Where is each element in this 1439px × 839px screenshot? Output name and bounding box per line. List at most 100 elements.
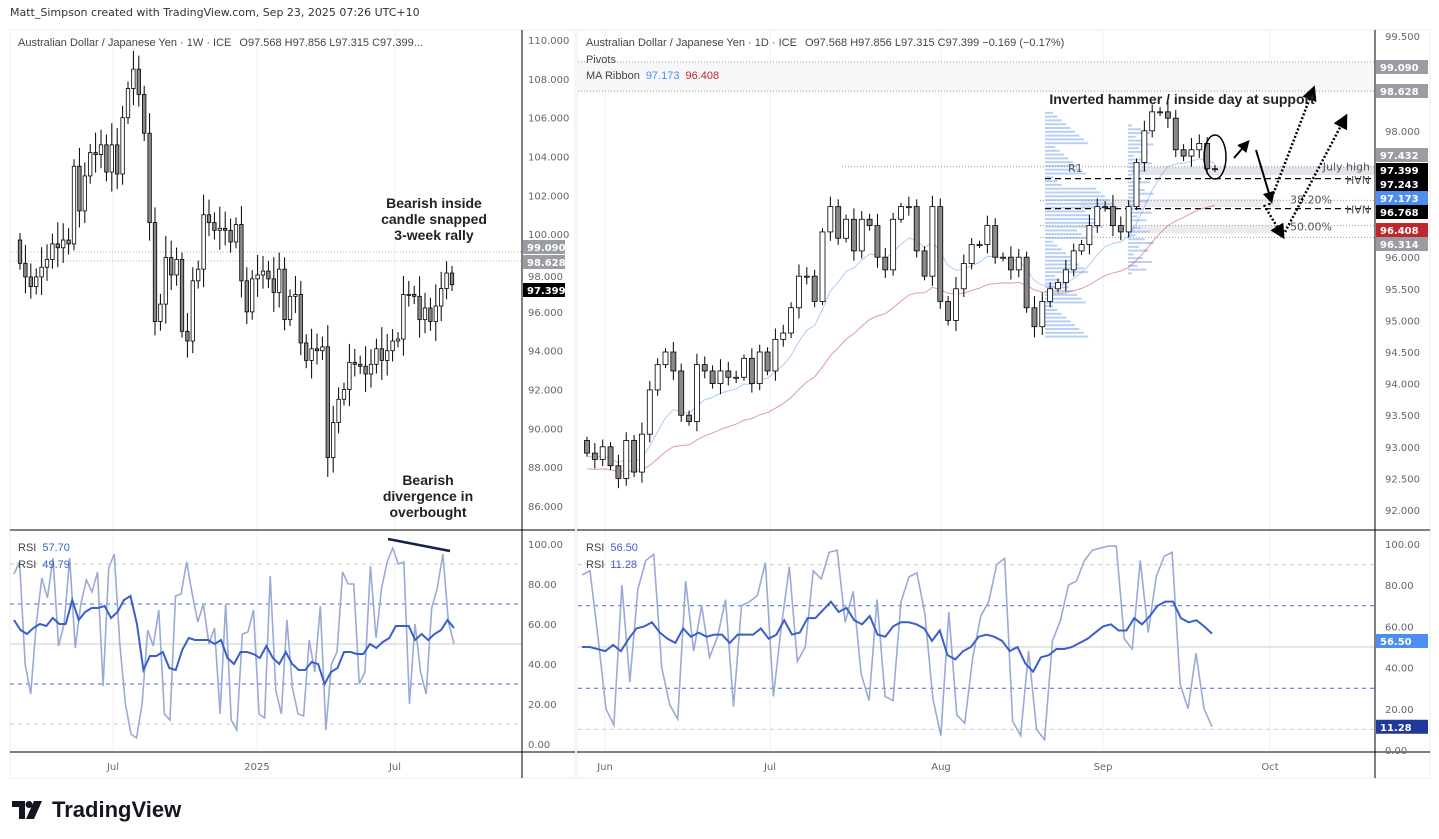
daily-price-tick: 92.000 bbox=[1385, 506, 1420, 517]
volume-profile-bar bbox=[1045, 127, 1071, 130]
daily-price-tick: 99.500 bbox=[1385, 32, 1420, 43]
daily-price-tick: 93.000 bbox=[1385, 443, 1420, 454]
daily-rsi-legend-2[interactable]: RSI 11.28 bbox=[586, 559, 637, 571]
july-high-label: July high bbox=[1322, 161, 1370, 174]
volume-profile-bar bbox=[1128, 135, 1136, 138]
volume-profile-bar bbox=[1045, 202, 1114, 205]
weekly-candle bbox=[293, 294, 298, 297]
daily-rsi-badge bbox=[1376, 634, 1428, 648]
daily-candle bbox=[646, 389, 653, 435]
daily-candle bbox=[945, 301, 952, 321]
weekly-candle bbox=[390, 340, 395, 352]
weekly-candle bbox=[385, 350, 390, 361]
weekly-candle bbox=[320, 346, 325, 352]
volume-profile-bar bbox=[1045, 157, 1069, 160]
volume-profile-bar bbox=[1045, 263, 1080, 266]
daily-candle bbox=[678, 370, 685, 416]
daily-rsi-fast-line bbox=[581, 545, 1213, 742]
weekly-candle bbox=[93, 152, 98, 155]
daily-candle bbox=[796, 275, 802, 309]
weekly-candle bbox=[39, 266, 44, 278]
volume-profile-bar bbox=[1128, 132, 1150, 135]
daily-rsi-legend-1[interactable]: RSI 56.50 bbox=[586, 542, 638, 554]
arrow-up-short bbox=[1233, 139, 1250, 159]
daily-price-tick: 94.500 bbox=[1385, 348, 1420, 359]
hvn-label: HVN bbox=[1346, 174, 1370, 187]
weekly-candle bbox=[406, 294, 411, 296]
daily-candle bbox=[599, 446, 606, 460]
weekly-rsi-legend-2[interactable]: RSI 49.79 bbox=[18, 559, 70, 571]
daily-price-badge-label: 99.090 bbox=[1380, 63, 1419, 74]
daily-candle bbox=[968, 244, 975, 264]
weekly-price-tick: 98.000 bbox=[528, 272, 563, 283]
weekly-candle bbox=[212, 222, 217, 231]
volume-profile-bar bbox=[1128, 185, 1136, 188]
weekly-candle bbox=[136, 68, 141, 95]
volume-profile-bar bbox=[1045, 290, 1073, 293]
arrow-dotted-up bbox=[1283, 113, 1348, 233]
volume-profile-bar bbox=[1045, 214, 1090, 217]
weekly-candle bbox=[98, 144, 104, 155]
brand-name: TradingView bbox=[52, 797, 182, 822]
daily-price-badge bbox=[1376, 177, 1428, 191]
daily-price-tick: 95.000 bbox=[1385, 316, 1420, 327]
volume-profile-bar bbox=[1128, 226, 1141, 229]
weekly-price-tick: 90.000 bbox=[528, 424, 563, 435]
volume-profile-bar bbox=[1045, 138, 1084, 141]
weekly-panel bbox=[9, 29, 576, 779]
daily-candle bbox=[819, 231, 826, 302]
ma-ribbon-legend[interactable]: MA Ribbon 97.173 96.408 bbox=[586, 70, 719, 82]
weekly-symbol-title[interactable]: Australian Dollar / Japanese Yen · 1W · … bbox=[18, 37, 423, 49]
daily-candle bbox=[811, 275, 818, 302]
weekly-candle bbox=[223, 227, 228, 231]
daily-candle bbox=[984, 225, 991, 245]
daily-rsi-tick: 100.00 bbox=[1385, 540, 1420, 551]
weekly-candle bbox=[401, 294, 406, 340]
daily-candle bbox=[623, 440, 630, 479]
daily-price-badge bbox=[1376, 191, 1428, 205]
volume-profile-bar bbox=[1128, 173, 1132, 176]
volume-profile-bar bbox=[1045, 206, 1119, 209]
daily-candle bbox=[1031, 307, 1038, 328]
daily-time-tick: Aug bbox=[931, 762, 951, 773]
weekly-candle bbox=[374, 348, 379, 365]
daily-symbol-title[interactable]: Australian Dollar / Japanese Yen · 1D · … bbox=[586, 37, 1064, 49]
daily-candle bbox=[693, 364, 700, 422]
volume-profile-bar bbox=[1128, 257, 1143, 260]
daily-candle bbox=[591, 452, 598, 460]
weekly-price-tick: 88.000 bbox=[528, 463, 563, 474]
daily-rsi-tick: 80.00 bbox=[1385, 581, 1414, 592]
weekly-candle bbox=[244, 280, 249, 313]
weekly-candle bbox=[260, 270, 266, 276]
daily-candle bbox=[953, 288, 959, 321]
volume-profile-bar bbox=[1045, 305, 1053, 308]
daily-candle bbox=[1133, 161, 1140, 208]
daily-time-tick: Jun bbox=[596, 762, 613, 773]
volume-profile-bar bbox=[1128, 242, 1154, 245]
pivot-zone bbox=[578, 61, 1375, 92]
weekly-rsi-legend-1[interactable]: RSI 57.70 bbox=[18, 542, 70, 554]
tradingview-logo[interactable]: TradingView bbox=[12, 797, 181, 823]
daily-candle bbox=[1141, 130, 1148, 163]
daily-candle bbox=[1039, 301, 1046, 328]
volume-profile-bar bbox=[1045, 153, 1064, 156]
volume-profile-bar bbox=[1045, 210, 1086, 213]
weekly-price-tick: 92.000 bbox=[528, 386, 563, 397]
daily-candle bbox=[654, 364, 661, 391]
weekly-candle bbox=[115, 144, 120, 175]
volume-profile-bar bbox=[1045, 172, 1086, 175]
annotation-bearish-inside: 3-week rally bbox=[394, 227, 474, 243]
weekly-candle bbox=[196, 268, 201, 282]
weekly-price-tick: 104.000 bbox=[528, 153, 569, 164]
volume-profile-bar bbox=[1128, 238, 1145, 241]
pivots-legend[interactable]: Pivots bbox=[586, 54, 616, 66]
daily-candle bbox=[1000, 256, 1006, 259]
weekly-candle bbox=[347, 361, 352, 390]
weekly-candle bbox=[61, 239, 66, 249]
weekly-candle bbox=[444, 272, 449, 289]
weekly-candle bbox=[428, 307, 433, 322]
daily-candle bbox=[772, 338, 779, 372]
volume-profile-bar bbox=[1045, 267, 1084, 270]
axes[interactable]: 110.000 108.000 106.000 104.000 102.000 100.0… bbox=[106, 32, 1428, 773]
volume-profile-bar bbox=[1045, 293, 1078, 296]
